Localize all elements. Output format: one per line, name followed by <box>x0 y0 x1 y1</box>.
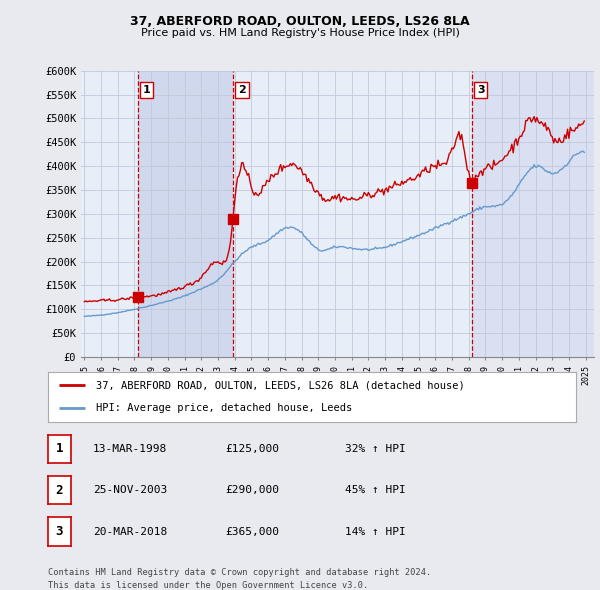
Text: 37, ABERFORD ROAD, OULTON, LEEDS, LS26 8LA (detached house): 37, ABERFORD ROAD, OULTON, LEEDS, LS26 8… <box>95 380 464 390</box>
Bar <box>138 71 233 357</box>
Text: £125,000: £125,000 <box>225 444 279 454</box>
Text: 2: 2 <box>238 85 246 95</box>
Text: Contains HM Land Registry data © Crown copyright and database right 2024.: Contains HM Land Registry data © Crown c… <box>48 568 431 576</box>
Bar <box>472 71 594 357</box>
Text: This data is licensed under the Open Government Licence v3.0.: This data is licensed under the Open Gov… <box>48 581 368 590</box>
Text: £290,000: £290,000 <box>225 486 279 495</box>
Text: 32% ↑ HPI: 32% ↑ HPI <box>345 444 406 454</box>
Text: 45% ↑ HPI: 45% ↑ HPI <box>345 486 406 495</box>
Text: 1: 1 <box>56 442 63 455</box>
Text: 13-MAR-1998: 13-MAR-1998 <box>93 444 167 454</box>
Text: HPI: Average price, detached house, Leeds: HPI: Average price, detached house, Leed… <box>95 404 352 414</box>
Text: 3: 3 <box>477 85 485 95</box>
Text: 25-NOV-2003: 25-NOV-2003 <box>93 486 167 495</box>
Text: Price paid vs. HM Land Registry's House Price Index (HPI): Price paid vs. HM Land Registry's House … <box>140 28 460 38</box>
Text: 1: 1 <box>143 85 151 95</box>
Text: 3: 3 <box>56 525 63 538</box>
Text: 2: 2 <box>56 484 63 497</box>
Text: £365,000: £365,000 <box>225 527 279 536</box>
Text: 20-MAR-2018: 20-MAR-2018 <box>93 527 167 536</box>
Text: 14% ↑ HPI: 14% ↑ HPI <box>345 527 406 536</box>
Text: 37, ABERFORD ROAD, OULTON, LEEDS, LS26 8LA: 37, ABERFORD ROAD, OULTON, LEEDS, LS26 8… <box>130 15 470 28</box>
